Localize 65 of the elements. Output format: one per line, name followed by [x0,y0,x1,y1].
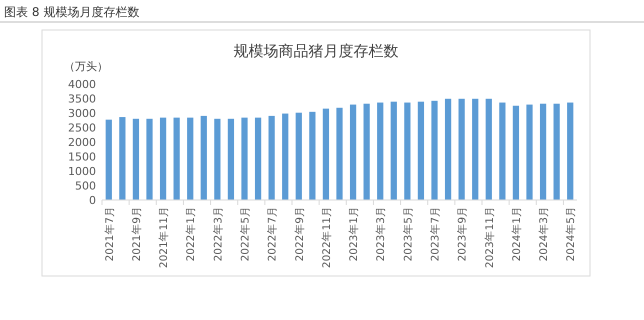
bar [106,120,112,200]
y-tick-label: 0 [89,194,96,207]
bar [228,118,234,200]
bar [431,100,438,200]
bar [241,118,248,200]
bar [160,118,166,200]
bar [377,102,384,200]
bar [254,118,262,200]
bar [526,104,533,200]
bar [540,104,546,200]
x-tick-label: 2022年3月 [212,206,224,262]
x-tick-label: 2023年7月 [430,206,442,262]
x-tick-label: 2022年9月 [294,206,306,262]
y-tick-label: 3500 [68,92,96,106]
bar [322,108,330,200]
bar [119,117,126,200]
y-tick-label: 1500 [68,150,96,164]
x-tick-label: 2024年5月 [565,206,578,262]
bar [214,118,220,200]
bar [472,98,478,200]
x-tick-label: 2023年1月 [348,206,360,262]
bar [404,102,410,200]
bar [444,98,452,200]
bar [418,102,424,200]
y-tick-label: 3000 [68,107,96,120]
bar [458,98,465,200]
x-tick-label: 2021年11月 [158,206,170,268]
x-tick-label: 2022年5月 [240,206,252,262]
x-tick-label: 2021年7月 [104,206,116,262]
x-tick-label: 2024年3月 [538,206,550,262]
bar [567,102,574,200]
bar [390,102,397,200]
y-tick-label: 2500 [68,122,96,134]
bar [512,106,520,200]
x-tick-label: 2023年9月 [456,206,469,262]
x-tick-label: 2024年1月 [510,206,523,262]
bar [486,98,492,200]
bar [187,118,194,200]
bar [364,104,370,200]
bar [350,104,356,200]
y-tick-label: 2000 [68,136,96,149]
bar [336,108,343,200]
bar [174,118,180,200]
y-tick-label: 500 [75,180,96,192]
bar [200,116,207,200]
y-tick-label: 1000 [68,165,96,178]
chart-title: 规模场商品猪月度存栏数 [234,42,398,60]
x-tick-label: 2021年9月 [130,206,143,262]
x-tick-label: 2022年7月 [266,206,279,262]
bar [554,104,560,200]
x-tick-label: 2023年11月 [484,206,496,268]
x-tick-label: 2023年3月 [375,206,388,262]
x-tick-label: 2022年1月 [185,206,198,262]
bar [296,112,302,200]
x-tick-label: 2022年11月 [320,206,333,268]
text: 图表 8 规模场月度存栏数 [4,5,140,19]
bar [146,118,153,200]
y-tick-label: 4000 [68,78,96,91]
bar [282,114,288,200]
bar [309,112,316,200]
y-axis-title: （万头） [64,60,108,73]
bar [268,116,275,200]
bar [132,118,140,200]
bar [499,102,506,200]
x-tick-label: 2023年5月 [402,206,414,262]
